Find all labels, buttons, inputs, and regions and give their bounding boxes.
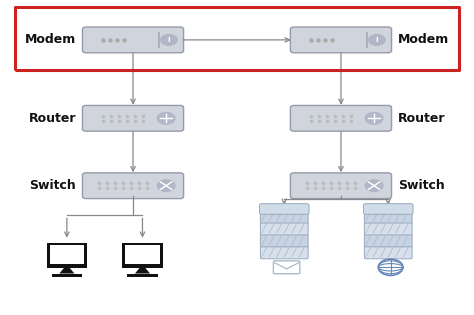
FancyBboxPatch shape [260,210,308,223]
Bar [122,265,163,267]
Text: Router: Router [398,112,445,125]
Text: Modem: Modem [398,33,449,46]
Text: Router: Router [29,112,76,125]
FancyBboxPatch shape [365,234,412,247]
FancyBboxPatch shape [365,222,412,235]
Polygon shape [59,268,74,273]
FancyBboxPatch shape [259,204,309,214]
FancyBboxPatch shape [364,204,413,214]
FancyBboxPatch shape [260,234,308,247]
FancyBboxPatch shape [365,210,412,223]
Circle shape [157,112,175,124]
FancyBboxPatch shape [291,173,392,198]
Bar [127,273,158,277]
Circle shape [161,34,177,45]
FancyBboxPatch shape [82,27,183,53]
Text: i: i [168,37,170,43]
FancyBboxPatch shape [291,27,392,53]
FancyBboxPatch shape [365,246,412,259]
FancyBboxPatch shape [260,246,308,259]
Text: Switch: Switch [398,179,445,192]
FancyBboxPatch shape [291,106,392,131]
Circle shape [365,180,383,192]
Text: i: i [375,37,378,43]
FancyBboxPatch shape [273,261,300,274]
FancyBboxPatch shape [82,106,183,131]
Bar [52,273,82,277]
Bar [50,245,84,264]
FancyBboxPatch shape [82,173,183,198]
Text: Modem: Modem [25,33,76,46]
Bar [125,245,160,264]
Bar [47,243,87,266]
Circle shape [365,112,383,124]
Circle shape [157,180,175,192]
Polygon shape [135,268,150,273]
Bar [122,243,163,266]
Bar [47,265,87,267]
Text: Switch: Switch [29,179,76,192]
Circle shape [369,34,385,45]
FancyBboxPatch shape [260,222,308,235]
